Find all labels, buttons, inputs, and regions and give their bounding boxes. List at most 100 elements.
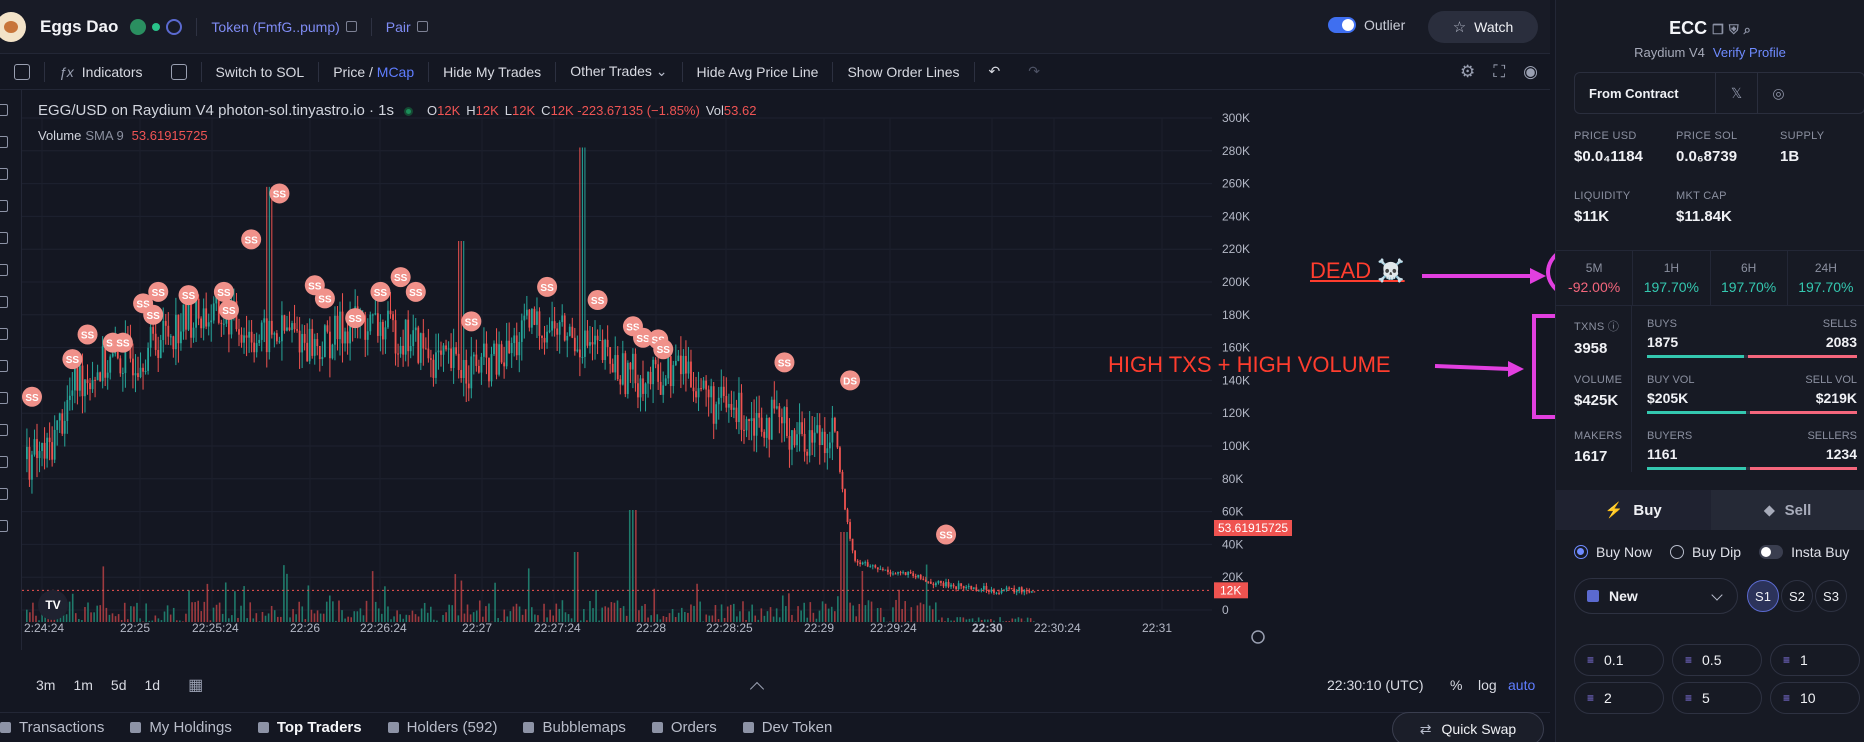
copy-icon[interactable] xyxy=(416,21,428,32)
amount-preset-button[interactable]: ≡ 0.1 xyxy=(1574,644,1664,676)
outlier-toggle[interactable]: Outlier xyxy=(1328,17,1405,33)
copy-icon[interactable] xyxy=(345,21,357,32)
insta-buy-toggle[interactable] xyxy=(1759,545,1784,559)
strategy-s3-button[interactable]: S3 xyxy=(1815,580,1847,612)
strategy-s1-button[interactable]: S1 xyxy=(1747,580,1779,612)
log-scale-toggle[interactable]: log xyxy=(1478,677,1497,693)
tab-holders-592[interactable]: Holders (592) xyxy=(387,719,497,736)
price-mcap-toggle[interactable]: Price / MCap xyxy=(319,64,428,80)
sell-marker[interactable]: SS xyxy=(22,386,42,407)
sell-marker[interactable]: SS xyxy=(241,229,262,250)
timeframe-1d[interactable]: 1d xyxy=(144,677,161,693)
utc-clock[interactable]: 22:30:10 (UTC) xyxy=(1327,677,1424,693)
amount-preset-button[interactable]: ≡ 10 xyxy=(1770,682,1860,714)
period-5m[interactable]: 5M -92.00% xyxy=(1556,251,1634,305)
amount-preset-button[interactable]: ≡ 1 xyxy=(1770,644,1860,676)
sell-marker[interactable]: SS xyxy=(269,183,290,204)
crosshair-icon[interactable] xyxy=(0,104,8,116)
timeframe-3m[interactable]: 3m xyxy=(36,677,56,693)
sell-marker[interactable]: SS xyxy=(461,311,482,332)
timeframe-1m[interactable]: 1m xyxy=(73,677,93,693)
pattern-icon[interactable] xyxy=(0,264,8,276)
sell-marker[interactable]: SS xyxy=(112,332,133,353)
sell-marker[interactable]: SS xyxy=(587,290,608,311)
sell-marker[interactable]: SS xyxy=(143,304,164,325)
undo-button[interactable]: ↶ xyxy=(975,63,1015,80)
other-trades-dropdown[interactable]: Other Trades ⌄ xyxy=(556,63,681,80)
switch-sol-button[interactable]: Switch to SOL xyxy=(215,63,305,80)
tab-bubblemaps[interactable]: Bubblemaps xyxy=(523,719,626,736)
zoom-icon[interactable] xyxy=(0,392,8,404)
emoji-icon[interactable] xyxy=(0,328,8,340)
measure-icon[interactable] xyxy=(0,296,8,308)
toggle-switch-icon[interactable] xyxy=(1328,17,1356,33)
tab-dev-token[interactable]: Dev Token xyxy=(742,719,832,736)
token-address-link[interactable]: Token (FmfG..pump) xyxy=(211,18,340,35)
sell-marker[interactable]: SS xyxy=(653,339,674,360)
tab-top-traders[interactable]: Top Traders xyxy=(257,719,362,736)
buy-dip-radio[interactable] xyxy=(1670,545,1685,559)
text-icon[interactable] xyxy=(0,232,8,244)
sell-marker[interactable]: SS xyxy=(537,276,558,297)
sell-marker[interactable]: SS xyxy=(633,327,654,348)
sell-marker[interactable]: SS xyxy=(62,349,83,370)
pair-link[interactable]: Pair xyxy=(385,18,411,35)
tab-orders[interactable]: Orders xyxy=(651,719,717,736)
sell-marker[interactable]: SS xyxy=(77,324,98,345)
sell-tab[interactable]: ⬥ Sell xyxy=(1710,490,1864,530)
auto-scale-toggle[interactable]: auto xyxy=(1508,677,1536,693)
settings-icon[interactable]: ⚙ xyxy=(1460,62,1476,81)
fullscreen-icon[interactable]: ⛶ xyxy=(1493,62,1506,81)
dev-sell-marker[interactable]: DS xyxy=(840,370,861,391)
sell-marker[interactable]: SS xyxy=(405,281,426,302)
chart-canvas[interactable]: 300K 280K 260K 240K 220K 200K 180K 160K 140K 120K… xyxy=(22,90,1550,650)
search-icon[interactable]: ⌕ xyxy=(1743,22,1751,37)
tab-transactions[interactable]: Transactions xyxy=(0,719,104,736)
fib-icon[interactable] xyxy=(0,168,8,180)
price-chart[interactable]: 300K 280K 260K 240K 220K 200K 180K 160K 140K 120K… xyxy=(22,90,1550,650)
redo-button[interactable]: ↷ xyxy=(1014,63,1054,80)
show-order-lines-button[interactable]: Show Order Lines xyxy=(847,63,960,80)
tradingview-logo[interactable]: TV xyxy=(38,590,68,620)
strategy-s2-button[interactable]: S2 xyxy=(1781,580,1813,612)
hide-my-trades-button[interactable]: Hide My Trades xyxy=(443,63,542,80)
sell-marker[interactable]: SS xyxy=(148,281,169,302)
tab-my-holdings[interactable]: My Holdings xyxy=(130,719,232,736)
trash-icon[interactable] xyxy=(0,520,8,532)
trend-line-icon[interactable] xyxy=(0,136,8,148)
period-6h[interactable]: 6H 197.70% xyxy=(1711,251,1788,305)
hide-avg-price-button[interactable]: Hide Avg Price Line xyxy=(696,63,819,80)
buy-now-radio[interactable] xyxy=(1574,545,1588,559)
copy-icon[interactable]: ❐ xyxy=(1712,22,1724,37)
magnet-icon[interactable] xyxy=(0,424,8,436)
period-24h[interactable]: 24H 197.70% xyxy=(1788,251,1864,305)
x-twitter-icon[interactable]: 𝕏 xyxy=(1715,72,1757,114)
quick-swap-button[interactable]: ⇄ Quick Swap xyxy=(1392,712,1544,742)
watch-button[interactable]: ☆ Watch xyxy=(1428,11,1538,43)
buy-dip-label[interactable]: Buy Dip xyxy=(1692,544,1742,560)
percent-scale-toggle[interactable]: % xyxy=(1450,677,1463,693)
insta-buy-label[interactable]: Insta Buy xyxy=(1791,544,1850,560)
brush-icon[interactable] xyxy=(0,200,8,212)
sell-marker[interactable]: SS xyxy=(314,288,335,309)
sell-marker[interactable]: SS xyxy=(213,281,234,302)
camera-icon[interactable]: ◉ xyxy=(1523,62,1538,81)
amount-preset-button[interactable]: ≡ 0.5 xyxy=(1672,644,1762,676)
sell-marker[interactable]: SS xyxy=(390,267,411,288)
sell-marker[interactable]: SS xyxy=(936,524,957,545)
ruler-icon[interactable] xyxy=(0,360,8,372)
info-icon[interactable]: ⓘ xyxy=(1607,321,1620,333)
globe-icon[interactable]: ◎ xyxy=(1757,72,1799,114)
sell-marker[interactable]: SS xyxy=(345,308,366,329)
calendar-icon[interactable]: ▦ xyxy=(188,677,204,694)
preset-dropdown[interactable]: New xyxy=(1574,578,1738,614)
indicators-button[interactable]: ƒx Indicators xyxy=(45,64,157,80)
buy-tab[interactable]: ⚡ Buy xyxy=(1556,490,1711,530)
verify-profile-link[interactable]: Verify Profile xyxy=(1712,45,1786,60)
sell-marker[interactable]: SS xyxy=(178,285,199,306)
eye-icon[interactable] xyxy=(0,488,8,500)
layout-button[interactable] xyxy=(157,63,201,81)
sell-marker[interactable]: SS xyxy=(218,299,239,320)
amount-preset-button[interactable]: ≡ 2 xyxy=(1574,682,1664,714)
lock-icon[interactable] xyxy=(0,456,8,468)
